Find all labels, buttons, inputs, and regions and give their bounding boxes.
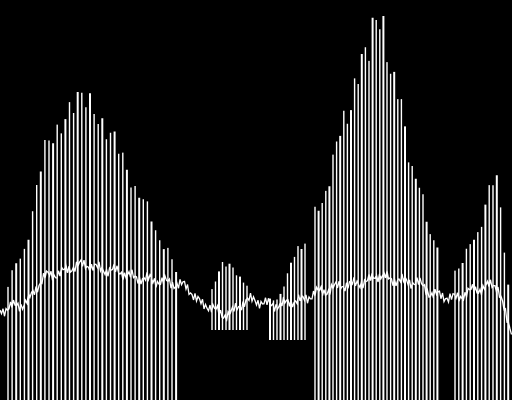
spike-layer — [7, 16, 510, 400]
waveform-trace — [0, 258, 512, 335]
